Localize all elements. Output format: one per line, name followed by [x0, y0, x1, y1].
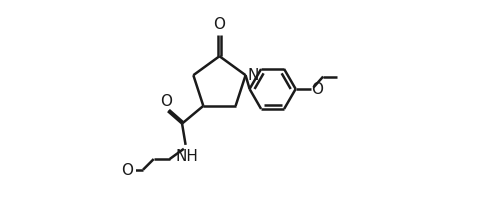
Text: O: O: [121, 162, 133, 177]
Text: N: N: [247, 67, 258, 82]
Text: NH: NH: [175, 148, 197, 163]
Text: O: O: [311, 82, 322, 97]
Text: O: O: [160, 94, 172, 108]
Text: O: O: [213, 16, 225, 31]
